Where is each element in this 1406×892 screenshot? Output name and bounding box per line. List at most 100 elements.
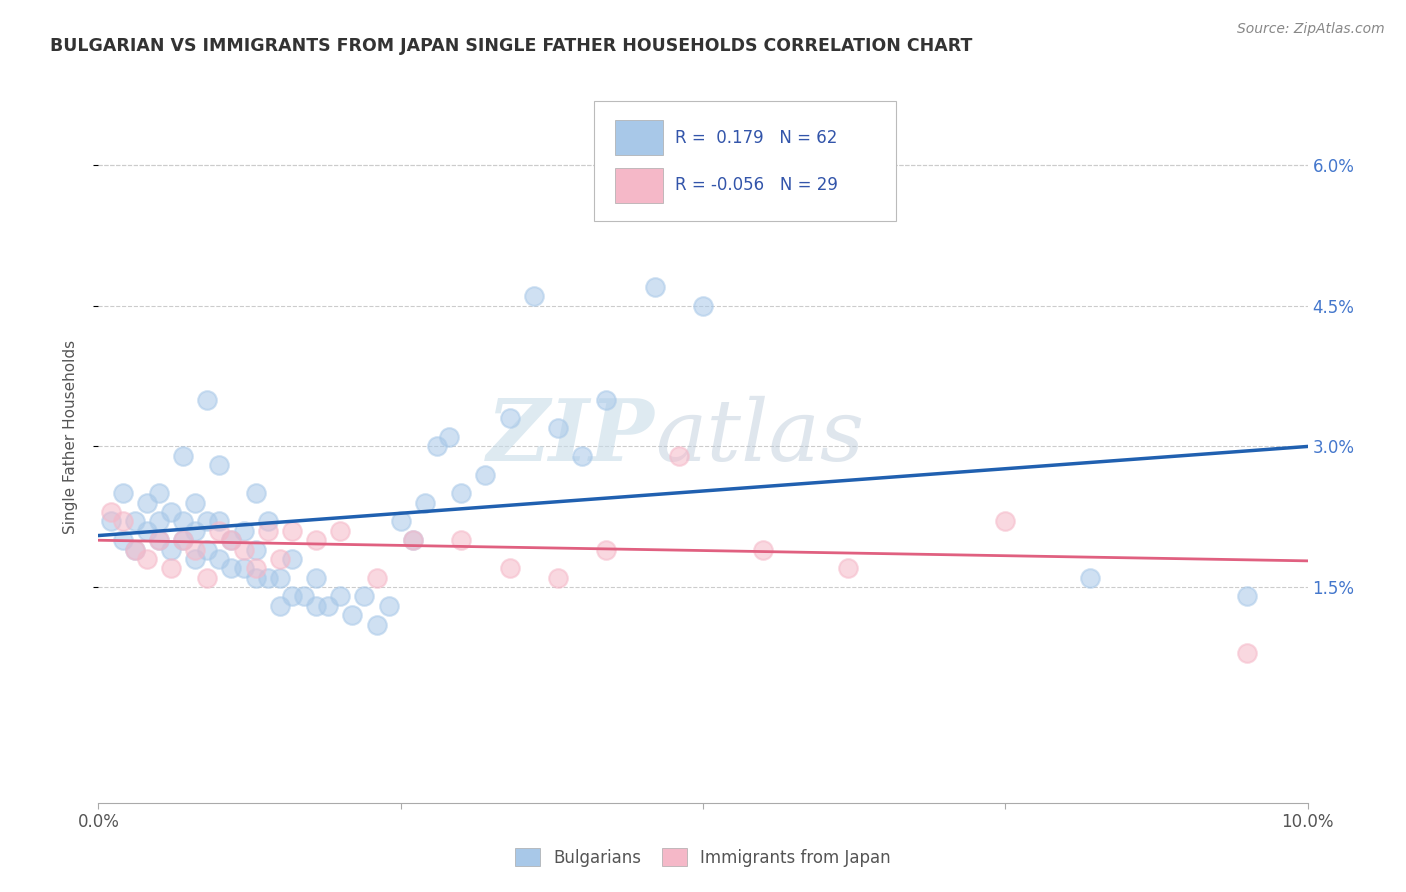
Point [402, 533, 425, 548]
Point [208, 515, 231, 529]
Point [547, 571, 569, 585]
Point [474, 467, 496, 482]
Point [111, 486, 134, 500]
Point [135, 524, 157, 538]
Point [329, 524, 352, 538]
Text: atlas: atlas [655, 396, 863, 478]
Point [208, 458, 231, 473]
Point [668, 449, 690, 463]
Point [366, 617, 388, 632]
Point [281, 524, 304, 538]
Point [353, 590, 375, 604]
Point [100, 515, 122, 529]
Point [232, 524, 254, 538]
Point [221, 561, 243, 575]
Point [292, 590, 315, 604]
FancyBboxPatch shape [595, 101, 897, 221]
Point [305, 571, 328, 585]
Point [450, 533, 472, 548]
Point [148, 486, 170, 500]
FancyBboxPatch shape [614, 120, 664, 155]
Point [450, 486, 472, 500]
Point [329, 590, 352, 604]
Point [221, 533, 243, 548]
Point [305, 599, 328, 613]
Point [1236, 590, 1258, 604]
Point [124, 542, 146, 557]
Point [148, 533, 170, 548]
Point [269, 571, 291, 585]
Point [426, 440, 449, 454]
Point [498, 561, 520, 575]
Text: ZIP: ZIP [486, 395, 655, 479]
Point [281, 552, 304, 566]
Point [195, 571, 218, 585]
Point [413, 496, 436, 510]
Text: BULGARIAN VS IMMIGRANTS FROM JAPAN SINGLE FATHER HOUSEHOLDS CORRELATION CHART: BULGARIAN VS IMMIGRANTS FROM JAPAN SINGL… [51, 37, 973, 54]
Point [195, 392, 218, 407]
Point [692, 299, 714, 313]
Point [135, 552, 157, 566]
Point [437, 430, 460, 444]
Point [571, 449, 593, 463]
Point [245, 561, 267, 575]
Point [281, 590, 304, 604]
Point [245, 486, 267, 500]
Point [595, 542, 617, 557]
Text: Source: ZipAtlas.com: Source: ZipAtlas.com [1237, 22, 1385, 37]
Point [389, 515, 412, 529]
Point [402, 533, 425, 548]
Point [1078, 571, 1101, 585]
Point [752, 542, 775, 557]
Point [316, 599, 339, 613]
Point [305, 533, 328, 548]
Point [184, 496, 207, 510]
Y-axis label: Single Father Households: Single Father Households [63, 340, 77, 534]
Point [208, 552, 231, 566]
Text: R =  0.179   N = 62: R = 0.179 N = 62 [675, 129, 838, 147]
Point [994, 515, 1017, 529]
Point [160, 542, 183, 557]
Point [269, 599, 291, 613]
Point [172, 533, 194, 548]
Point [269, 552, 291, 566]
FancyBboxPatch shape [614, 168, 664, 203]
Legend: Bulgarians, Immigrants from Japan: Bulgarians, Immigrants from Japan [508, 840, 898, 875]
Point [644, 280, 666, 294]
Point [135, 496, 157, 510]
Point [256, 524, 278, 538]
Point [256, 571, 278, 585]
Point [256, 515, 278, 529]
Point [232, 561, 254, 575]
Point [245, 542, 267, 557]
Point [184, 524, 207, 538]
Point [124, 515, 146, 529]
Point [195, 515, 218, 529]
Point [595, 392, 617, 407]
Point [172, 515, 194, 529]
Point [195, 542, 218, 557]
Point [523, 289, 546, 303]
Point [148, 533, 170, 548]
Point [1236, 646, 1258, 660]
Point [837, 561, 859, 575]
Point [172, 533, 194, 548]
Point [377, 599, 399, 613]
Point [172, 449, 194, 463]
Point [100, 505, 122, 519]
Point [366, 571, 388, 585]
Point [111, 533, 134, 548]
Point [547, 420, 569, 434]
Point [160, 505, 183, 519]
Point [342, 608, 364, 623]
Point [245, 571, 267, 585]
Point [111, 515, 134, 529]
Point [498, 411, 520, 425]
Point [124, 542, 146, 557]
Point [184, 552, 207, 566]
Point [208, 524, 231, 538]
Point [232, 542, 254, 557]
Point [160, 561, 183, 575]
Point [184, 542, 207, 557]
Point [148, 515, 170, 529]
